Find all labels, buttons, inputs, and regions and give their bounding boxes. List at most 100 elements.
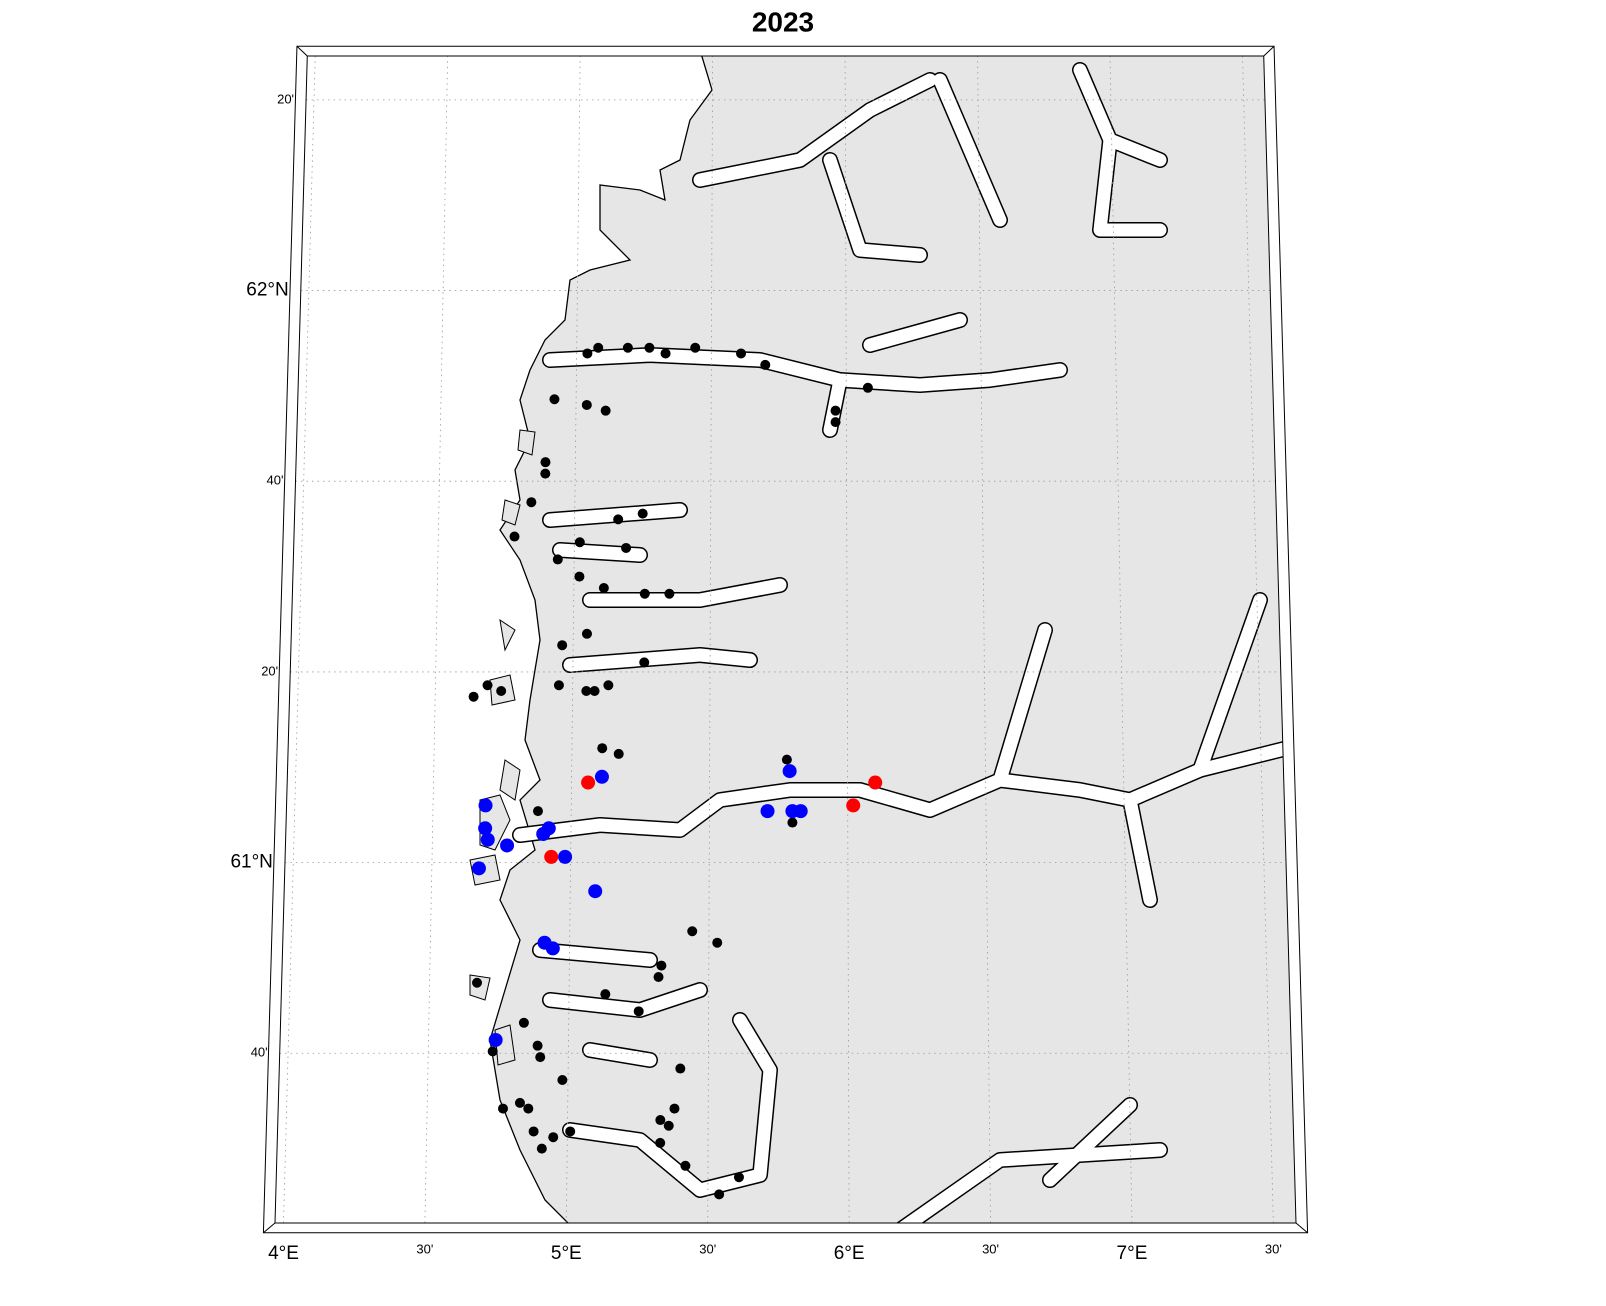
station	[603, 680, 614, 691]
y-tick-label: 40'	[251, 1045, 268, 1060]
station	[613, 748, 624, 759]
station	[548, 1132, 559, 1143]
map-title: 2023	[752, 6, 814, 37]
station	[535, 1052, 546, 1063]
station	[868, 775, 883, 790]
grid-line	[1242, 55, 1274, 1224]
station	[482, 680, 493, 691]
station	[760, 359, 771, 370]
station	[787, 817, 798, 828]
station	[637, 508, 648, 519]
station	[633, 1006, 644, 1017]
x-tick-label: 30'	[982, 1241, 999, 1256]
grid-line	[565, 55, 581, 1224]
station	[736, 348, 747, 359]
station	[793, 804, 808, 819]
station	[622, 342, 633, 353]
station	[581, 399, 592, 410]
station	[574, 537, 585, 548]
station	[468, 691, 479, 702]
station	[714, 1189, 725, 1200]
station	[523, 1103, 534, 1114]
frame-corner	[263, 1222, 276, 1234]
station	[655, 1115, 666, 1126]
station	[582, 348, 593, 359]
station	[588, 884, 603, 899]
station	[540, 468, 551, 479]
x-tick-label: 30'	[416, 1241, 433, 1256]
station	[558, 849, 573, 864]
station	[496, 685, 507, 696]
station	[478, 798, 493, 813]
station	[675, 1063, 686, 1074]
station	[478, 821, 493, 836]
grid-line	[707, 55, 714, 1224]
station	[581, 685, 592, 696]
x-tick-label: 6°E	[834, 1243, 865, 1264]
station	[644, 342, 655, 353]
station	[781, 754, 792, 765]
y-tick-label: 61°N	[230, 852, 272, 873]
x-tick-label: 7°E	[1117, 1243, 1148, 1264]
station	[687, 926, 698, 937]
station	[488, 1032, 503, 1047]
x-tick-label: 4°E	[268, 1243, 299, 1264]
station	[862, 382, 873, 393]
station	[472, 977, 483, 988]
station	[557, 1074, 568, 1085]
station	[552, 554, 563, 565]
station	[540, 457, 551, 468]
station	[526, 497, 537, 508]
station	[532, 1040, 543, 1051]
grid-line	[1109, 55, 1133, 1224]
y-tick-label: 20'	[277, 91, 294, 106]
station	[669, 1103, 680, 1114]
station	[500, 838, 515, 853]
station	[471, 861, 486, 876]
station	[655, 1137, 666, 1148]
station	[536, 1143, 547, 1154]
station	[680, 1160, 691, 1171]
station	[600, 989, 611, 1000]
frame-corner	[1263, 45, 1275, 57]
station	[549, 394, 560, 405]
station	[660, 348, 671, 359]
grid-line	[424, 55, 449, 1224]
station	[565, 1126, 576, 1137]
station	[544, 849, 559, 864]
station	[830, 417, 841, 428]
station	[553, 680, 564, 691]
station	[528, 1126, 539, 1137]
station	[581, 775, 596, 790]
station	[613, 514, 624, 525]
station	[600, 405, 611, 416]
station	[656, 960, 667, 971]
station	[545, 941, 560, 956]
station	[593, 342, 604, 353]
grid-line	[283, 55, 316, 1224]
station	[639, 588, 650, 599]
station	[480, 832, 495, 847]
x-tick-label: 30'	[1265, 1241, 1282, 1256]
station	[782, 764, 797, 779]
station	[597, 743, 608, 754]
y-tick-label: 20'	[261, 663, 278, 678]
station	[487, 1046, 498, 1057]
grid-line	[844, 55, 850, 1224]
station	[536, 827, 551, 841]
frame-corner	[1295, 1222, 1308, 1234]
station	[760, 804, 775, 819]
station	[498, 1103, 509, 1114]
station	[653, 972, 664, 983]
x-tick-label: 30'	[699, 1241, 716, 1256]
station	[846, 798, 861, 813]
station	[557, 640, 568, 651]
x-tick-label: 5°E	[551, 1243, 582, 1264]
station	[574, 571, 585, 582]
station	[598, 583, 609, 594]
station	[532, 806, 543, 817]
station	[581, 628, 592, 639]
station	[664, 588, 675, 599]
station	[639, 657, 650, 668]
